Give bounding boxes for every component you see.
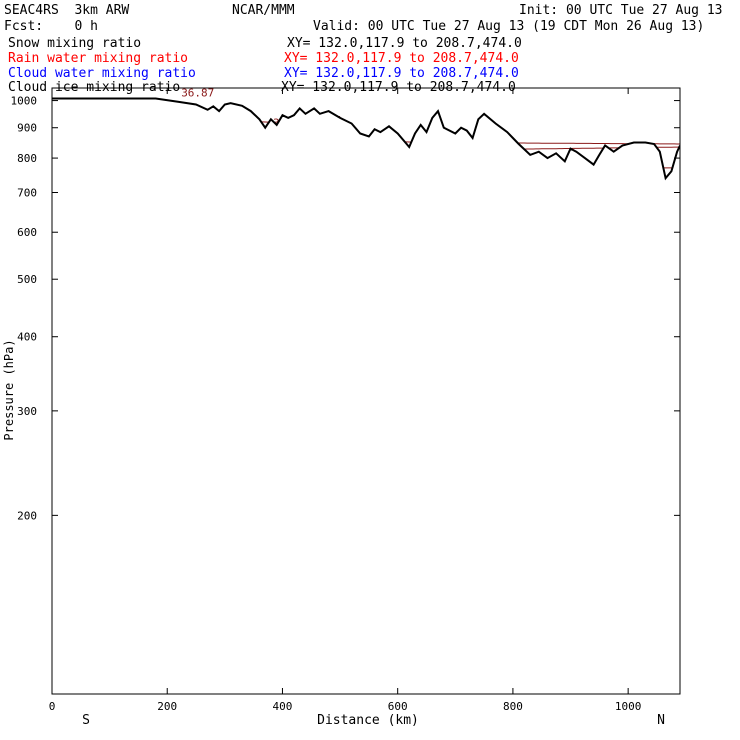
x-tick-label: 0 xyxy=(49,700,56,713)
field-snow-name: Snow mixing ratio xyxy=(8,36,142,51)
extremum-value: 36.87 xyxy=(181,87,214,100)
plot-frame xyxy=(51,87,681,695)
field-cloud-water-xy: XY= 132.0,117.9 to 208.7,474.0 xyxy=(284,66,519,81)
y-tick-label: 200 xyxy=(17,509,37,522)
x-tick-label: 1000 xyxy=(615,700,642,713)
x-axis-label: Distance (km) xyxy=(317,713,419,728)
terrain-mask xyxy=(52,98,680,694)
field-cloud-water-name: Cloud water mixing ratio xyxy=(8,66,196,81)
x-tick-label: 800 xyxy=(503,700,523,713)
south-label: S xyxy=(82,713,90,728)
y-tick-label: 300 xyxy=(17,405,37,418)
init-time: Init: 00 UTC Tue 27 Aug 13 xyxy=(519,3,723,18)
y-tick-label: 700 xyxy=(17,186,37,199)
y-tick-label: 500 xyxy=(17,273,37,286)
field-rain-name: Rain water mixing ratio xyxy=(8,51,189,66)
y-tick-label: 600 xyxy=(17,226,37,239)
axis-layer: 200 300 400 500 600 700 800 900 1000 0 200 400 600 80… xyxy=(11,87,681,713)
model-title: SEAC4RS 3km ARW xyxy=(4,3,130,18)
forecast-hour: Fcst: 0 h xyxy=(4,19,98,34)
y-axis-label: Pressure (hPa) xyxy=(2,339,16,440)
valid-time: Valid: 00 UTC Tue 27 Aug 13 (19 CDT Mon … xyxy=(313,19,705,34)
y-tick-label: 1000 xyxy=(11,95,38,108)
field-rain-xy: XY= 132.0,117.9 to 208.7,474.0 xyxy=(284,51,519,66)
terrain-layer xyxy=(52,97,680,694)
extremum-letter: H xyxy=(184,75,191,88)
x-tick-label: 600 xyxy=(388,700,408,713)
field-snow-xy: XY= 132.0,117.9 to 208.7,474.0 xyxy=(287,36,522,51)
y-tick-label: 900 xyxy=(17,122,37,135)
north-label: N xyxy=(657,713,665,728)
org-label: NCAR/MMM xyxy=(232,3,295,18)
x-tick-label: 400 xyxy=(273,700,293,713)
terrain-line xyxy=(52,97,680,181)
y-tick-label: 800 xyxy=(17,152,37,165)
y-tick-label: 400 xyxy=(17,331,37,344)
x-tick-label: 200 xyxy=(157,700,177,713)
